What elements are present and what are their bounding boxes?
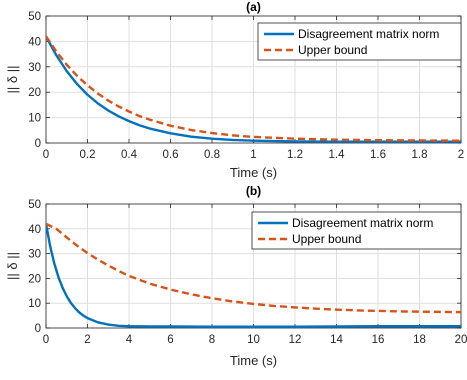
- x-tick-label: 8: [209, 334, 215, 346]
- legend: Disagreement matrix norm Upper bound: [251, 211, 462, 250]
- x-tick-label: 2: [458, 149, 464, 161]
- x-tick-label: 0: [43, 149, 49, 161]
- x-tick-label: 1: [250, 149, 256, 161]
- x-tick-label: 1.4: [329, 149, 346, 161]
- y-tick-label: 20: [28, 273, 41, 285]
- y-tick-label: 20: [28, 87, 41, 99]
- y-axis-label: || δ ||: [5, 252, 20, 280]
- chart-title: (b): [246, 184, 261, 198]
- x-tick-label: 1.8: [412, 149, 428, 161]
- x-tick-label: 0.2: [80, 149, 96, 161]
- legend-label: Upper bound: [292, 232, 361, 246]
- y-tick-label: 40: [28, 36, 41, 48]
- x-tick-label: 1.2: [287, 149, 303, 161]
- y-tick-label: 40: [28, 224, 41, 236]
- legend-label: Disagreement matrix norm: [298, 27, 439, 41]
- y-tick-label: 30: [28, 62, 41, 74]
- y-tick-label: 10: [28, 298, 41, 310]
- x-tick-label: 0: [43, 334, 49, 346]
- x-tick-label: 16: [372, 334, 385, 346]
- y-tick-label: 10: [28, 113, 41, 125]
- x-tick-label: 10: [247, 334, 260, 346]
- legend-box: [251, 211, 462, 250]
- chart-panel-b: 0 2 4 6 8 10 12 14 16 18 20 0 10 20 30 40 50 (b) Time (s) |…: [5, 184, 467, 368]
- legend-label: Disagreement matrix norm: [292, 216, 433, 230]
- series-line-disagreement-norm: [46, 35, 461, 143]
- legend: Disagreement matrix norm Upper bound: [257, 22, 462, 61]
- chart-panel-a: 0 0.2 0.4 0.6 0.8 1 1.2 1.4 1.6 1.8 201020304050(a…: [5, 0, 464, 180]
- chart-title: (a): [246, 0, 261, 14]
- x-tick-label: 4: [126, 334, 133, 346]
- x-tick-label: 1.6: [370, 149, 386, 161]
- y-tick-label: 0: [35, 138, 41, 150]
- legend-box: [257, 22, 462, 61]
- x-tick-label: 0.8: [204, 149, 220, 161]
- x-tick-label: 2: [84, 334, 90, 346]
- x-tick-label: 14: [330, 334, 343, 346]
- series-line-upper-bound: [46, 35, 461, 142]
- series-line-disagreement-norm: [46, 223, 461, 328]
- x-tick-label: 0.6: [163, 149, 179, 161]
- y-axis-label: || δ ||: [5, 66, 20, 94]
- legend-label: Upper bound: [298, 43, 367, 57]
- y-tick-label: 50: [28, 199, 41, 211]
- y-tick-label: 30: [28, 249, 41, 261]
- x-axis-label: Time (s): [230, 165, 277, 180]
- x-tick-label: 18: [413, 334, 426, 346]
- y-tick-label: 50: [28, 11, 41, 23]
- x-axis-label: Time (s): [230, 353, 277, 368]
- x-tick-label: 0.4: [121, 149, 138, 161]
- x-tick-label: 20: [455, 334, 467, 346]
- x-tick-label: 12: [289, 334, 302, 346]
- x-tick-label: 6: [167, 334, 173, 346]
- y-tick-label: 0: [35, 323, 41, 335]
